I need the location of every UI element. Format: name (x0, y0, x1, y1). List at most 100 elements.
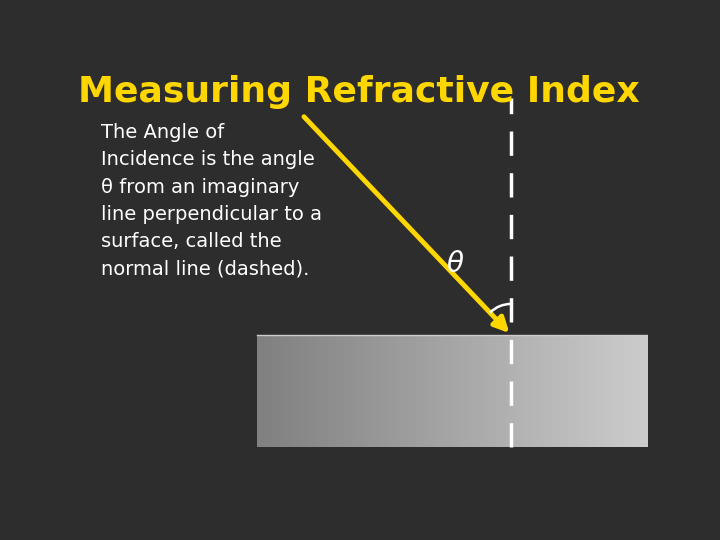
Bar (586, 335, 590, 447)
Bar (453, 335, 457, 447)
Bar (456, 335, 460, 447)
Text: Measuring Refractive Index: Measuring Refractive Index (78, 75, 639, 109)
Bar (336, 335, 340, 447)
Bar (258, 335, 262, 447)
Bar (466, 335, 470, 447)
Bar (557, 335, 561, 447)
Bar (417, 335, 421, 447)
Bar (293, 335, 297, 447)
Bar (297, 335, 301, 447)
Bar (618, 335, 623, 447)
Bar (433, 335, 438, 447)
Bar (580, 335, 584, 447)
Bar (440, 335, 444, 447)
Text: The Angle of
Incidence is the angle
θ from an imaginary
line perpendicular to a
: The Angle of Incidence is the angle θ fr… (101, 123, 322, 278)
Bar (287, 335, 291, 447)
Bar (518, 335, 522, 447)
Bar (609, 335, 613, 447)
Bar (274, 335, 278, 447)
Bar (325, 335, 330, 447)
Bar (271, 335, 275, 447)
Bar (560, 335, 564, 447)
Bar (410, 335, 415, 447)
Bar (606, 335, 610, 447)
Bar (469, 335, 473, 447)
Bar (423, 335, 428, 447)
Bar (603, 335, 607, 447)
Bar (368, 335, 372, 447)
Bar (459, 335, 464, 447)
Bar (482, 335, 487, 447)
Bar (443, 335, 447, 447)
Bar (644, 335, 649, 447)
Bar (306, 335, 310, 447)
Bar (413, 335, 418, 447)
Bar (511, 335, 516, 447)
Bar (515, 335, 519, 447)
Bar (537, 335, 541, 447)
Bar (372, 335, 376, 447)
Bar (583, 335, 588, 447)
Bar (593, 335, 597, 447)
Bar (485, 335, 490, 447)
Bar (631, 335, 636, 447)
Bar (462, 335, 467, 447)
Bar (488, 335, 493, 447)
Bar (436, 335, 441, 447)
Bar (280, 335, 284, 447)
Bar (567, 335, 571, 447)
Bar (303, 335, 307, 447)
Bar (521, 335, 526, 447)
Bar (407, 335, 412, 447)
Bar (277, 335, 282, 447)
Bar (502, 335, 506, 447)
Bar (264, 335, 269, 447)
Bar (622, 335, 626, 447)
Bar (498, 335, 503, 447)
Bar (284, 335, 288, 447)
Bar (427, 335, 431, 447)
Bar (312, 335, 317, 447)
Bar (446, 335, 451, 447)
Bar (404, 335, 408, 447)
Bar (577, 335, 581, 447)
Bar (378, 335, 382, 447)
Bar (642, 335, 646, 447)
Bar (495, 335, 500, 447)
Bar (570, 335, 575, 447)
Bar (352, 335, 356, 447)
Bar (505, 335, 509, 447)
Bar (534, 335, 539, 447)
Bar (563, 335, 568, 447)
Bar (573, 335, 577, 447)
Bar (300, 335, 304, 447)
Bar (261, 335, 265, 447)
Bar (531, 335, 535, 447)
Bar (550, 335, 554, 447)
Bar (544, 335, 548, 447)
Bar (400, 335, 405, 447)
Bar (492, 335, 496, 447)
Bar (635, 335, 639, 447)
Text: $\theta$: $\theta$ (446, 251, 464, 279)
Bar (394, 335, 398, 447)
Bar (616, 335, 620, 447)
Bar (391, 335, 395, 447)
Bar (528, 335, 532, 447)
Bar (361, 335, 366, 447)
Bar (596, 335, 600, 447)
Bar (384, 335, 389, 447)
Bar (332, 335, 337, 447)
Bar (397, 335, 402, 447)
Bar (374, 335, 379, 447)
Bar (638, 335, 643, 447)
Bar (342, 335, 346, 447)
Bar (290, 335, 294, 447)
Bar (365, 335, 369, 447)
Bar (310, 335, 314, 447)
Bar (346, 335, 350, 447)
Bar (316, 335, 320, 447)
Bar (267, 335, 271, 447)
Bar (629, 335, 633, 447)
Bar (625, 335, 629, 447)
